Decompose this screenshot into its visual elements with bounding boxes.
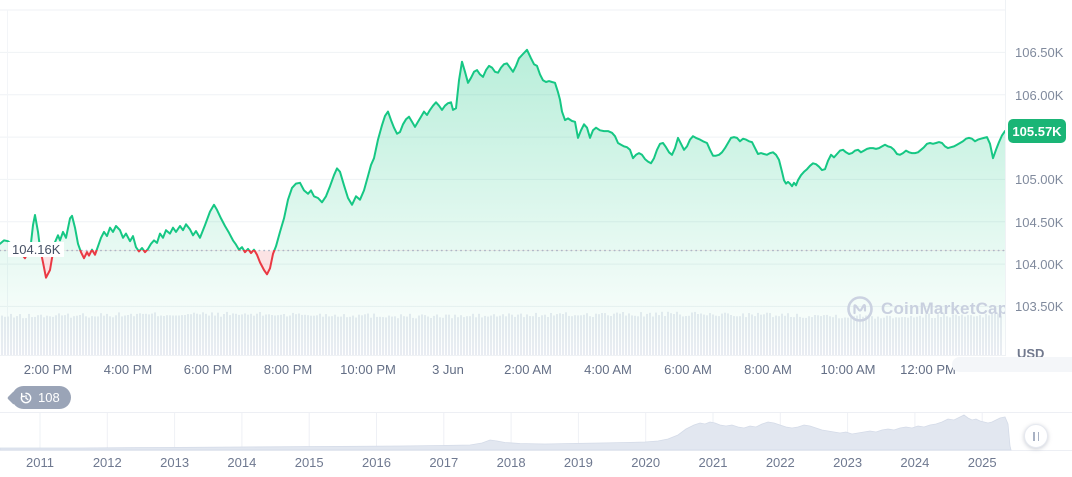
timeline-year-label: 2014 bbox=[227, 455, 257, 470]
price-axis-label: 104.50K bbox=[1015, 214, 1064, 230]
timeline-year-label: 2015 bbox=[294, 455, 324, 470]
price-axis-label: 105.00K bbox=[1015, 172, 1064, 188]
watermark-text: CoinMarketCap bbox=[881, 299, 1009, 318]
timeline-year-label: 2023 bbox=[833, 455, 863, 470]
drag-handle-icon bbox=[1037, 431, 1039, 441]
drag-handle-icon bbox=[1033, 431, 1035, 441]
time-axis: 2:00 PM 4:00 PM 6:00 PM 8:00 PM 10:00 PM 3 Ju… bbox=[0, 356, 1005, 382]
time-axis-label: 4:00 AM bbox=[584, 362, 632, 377]
time-axis-label: 6:00 PM bbox=[183, 362, 233, 377]
price-axis-label: 106.50K bbox=[1015, 45, 1064, 61]
timeline-year-label: 2013 bbox=[160, 455, 190, 470]
price-axis-label: 106.00K bbox=[1015, 87, 1064, 103]
timeline-year-label: 2017 bbox=[429, 455, 459, 470]
timeline-year-label: 2018 bbox=[496, 455, 526, 470]
price-chart-svg bbox=[0, 9, 1005, 356]
price-axis: 106.50K 106.00K 105.00K 104.50K 104.00K 103.5… bbox=[1005, 0, 1072, 361]
brush-drag-handle[interactable] bbox=[1024, 424, 1048, 448]
timeline-year-label: 2022 bbox=[765, 455, 795, 470]
price-axis-label: 103.50K bbox=[1015, 299, 1064, 315]
price-line-green bbox=[0, 48, 1005, 252]
timeline-year-label: 2019 bbox=[563, 455, 593, 470]
price-axis-label: 104.00K bbox=[1015, 257, 1064, 273]
timeline-minimap-svg bbox=[0, 412, 1072, 451]
timeline-year-label: 2011 bbox=[26, 455, 54, 470]
time-axis-label: 3 Jun bbox=[432, 362, 464, 377]
timeline-year-labels: 2011 2012 2013 2014 2015 2016 2017 2018 2019 2020… bbox=[0, 455, 1072, 473]
timeline-year-label: 2016 bbox=[362, 455, 391, 470]
price-chart-plot[interactable]: 104.16K bbox=[0, 0, 1005, 356]
price-area-green bbox=[0, 49, 1005, 356]
time-axis-label: 2:00 PM bbox=[23, 362, 73, 377]
timeline-year-label: 2012 bbox=[92, 455, 122, 470]
timeline-year-label: 2021 bbox=[698, 455, 728, 470]
time-axis-label: 10:00 AM bbox=[820, 362, 876, 377]
timeline-year-label: 2025 bbox=[967, 455, 997, 470]
minimap-area bbox=[0, 414, 1012, 451]
time-axis-label: 4:00 PM bbox=[103, 362, 153, 377]
history-count: 108 bbox=[38, 390, 60, 405]
time-axis-label: 12:00 PM bbox=[900, 362, 956, 377]
history-count-badge[interactable]: 108 bbox=[12, 386, 71, 409]
current-price-badge: 105.57K bbox=[1008, 119, 1066, 144]
coinmarketcap-watermark: CoinMarketCap bbox=[846, 295, 1008, 323]
time-axis-label: 8:00 AM bbox=[744, 362, 792, 377]
axis-scroll-thumb[interactable] bbox=[952, 357, 1072, 372]
timeline-year-label: 2020 bbox=[631, 455, 661, 470]
time-axis-label: 8:00 PM bbox=[263, 362, 313, 377]
time-axis-label: 2:00 AM bbox=[504, 362, 552, 377]
coinmarketcap-logo-icon bbox=[847, 296, 873, 322]
previous-close-label: 104.16K bbox=[8, 241, 65, 257]
timeline-year-label: 2024 bbox=[900, 455, 930, 470]
time-axis-label: 10:00 PM bbox=[340, 362, 396, 377]
time-axis-label: 6:00 AM bbox=[664, 362, 712, 377]
history-icon bbox=[20, 392, 32, 403]
timeline-brush[interactable] bbox=[0, 412, 1072, 451]
